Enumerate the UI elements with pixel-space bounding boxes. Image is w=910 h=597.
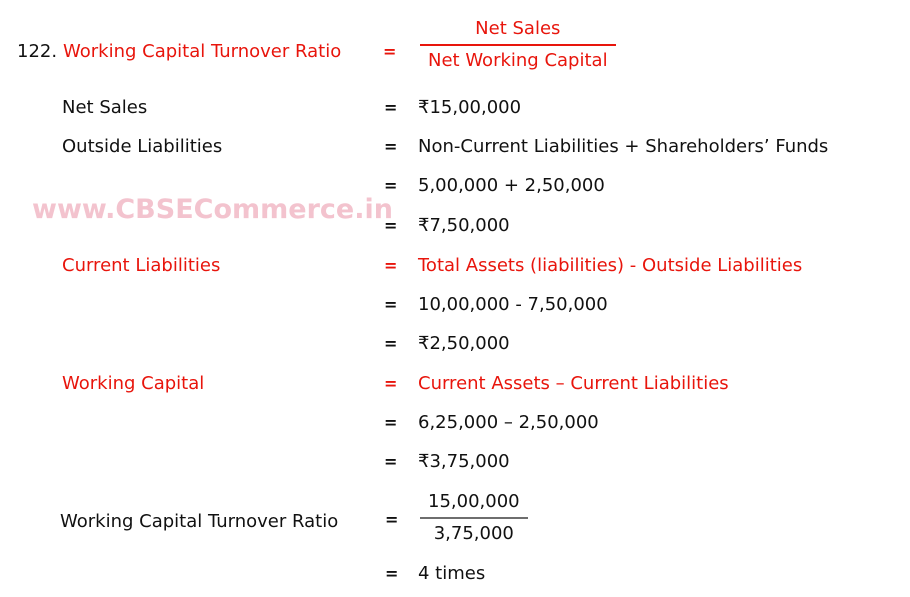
calc-row-value: Non-Current Liabilities + Shareholders’ …	[418, 136, 829, 157]
result-fraction: 15,00,000 3,75,000	[420, 490, 528, 546]
calc-row-label: Outside Liabilities	[62, 136, 223, 157]
calc-row-label: Net Sales	[62, 97, 148, 118]
equals-sign: =	[384, 216, 398, 235]
equals-sign: =	[384, 413, 398, 432]
equals-sign: =	[385, 510, 399, 529]
equals-sign: =	[384, 137, 398, 156]
equals-sign: =	[384, 334, 398, 353]
question-title: Working Capital Turnover Ratio	[63, 41, 342, 62]
calc-row-value: 5,00,000 + 2,50,000	[418, 175, 605, 196]
formula-fraction: Net Sales Net Working Capital	[420, 17, 616, 73]
equals-sign: =	[384, 295, 398, 314]
calc-row-value: 6,25,000 – 2,50,000	[418, 412, 599, 433]
fraction-denominator: Net Working Capital	[428, 50, 608, 71]
calc-row-value: ₹3,75,000	[418, 451, 510, 472]
fraction-numerator: Net Sales	[420, 17, 616, 46]
calc-row-value: ₹7,50,000	[418, 215, 510, 236]
calc-row-label: Current Liabilities	[62, 255, 221, 276]
question-number: 122.	[17, 41, 58, 62]
equals-sign: =	[384, 452, 398, 471]
calc-row-value: ₹2,50,000	[418, 333, 510, 354]
fraction-numerator: 15,00,000	[420, 490, 528, 519]
calc-row-label: Working Capital	[62, 373, 205, 394]
equals-sign: =	[383, 42, 397, 61]
final-ratio-label: Working Capital Turnover Ratio	[60, 511, 339, 532]
calc-row-value: ₹15,00,000	[418, 97, 522, 118]
watermark: www.CBSECommerce.in	[32, 194, 393, 225]
equals-sign: =	[384, 374, 398, 393]
final-result: 4 times	[418, 563, 486, 584]
calc-row-value: 10,00,000 - 7,50,000	[418, 294, 608, 315]
fraction-denominator: 3,75,000	[433, 523, 514, 544]
equals-sign: =	[384, 98, 398, 117]
equals-sign: =	[385, 564, 399, 583]
equals-sign: =	[384, 256, 398, 275]
calc-row-value: Total Assets (liabilities) - Outside Lia…	[418, 255, 803, 276]
calc-row-value: Current Assets – Current Liabilities	[418, 373, 729, 394]
equals-sign: =	[384, 176, 398, 195]
